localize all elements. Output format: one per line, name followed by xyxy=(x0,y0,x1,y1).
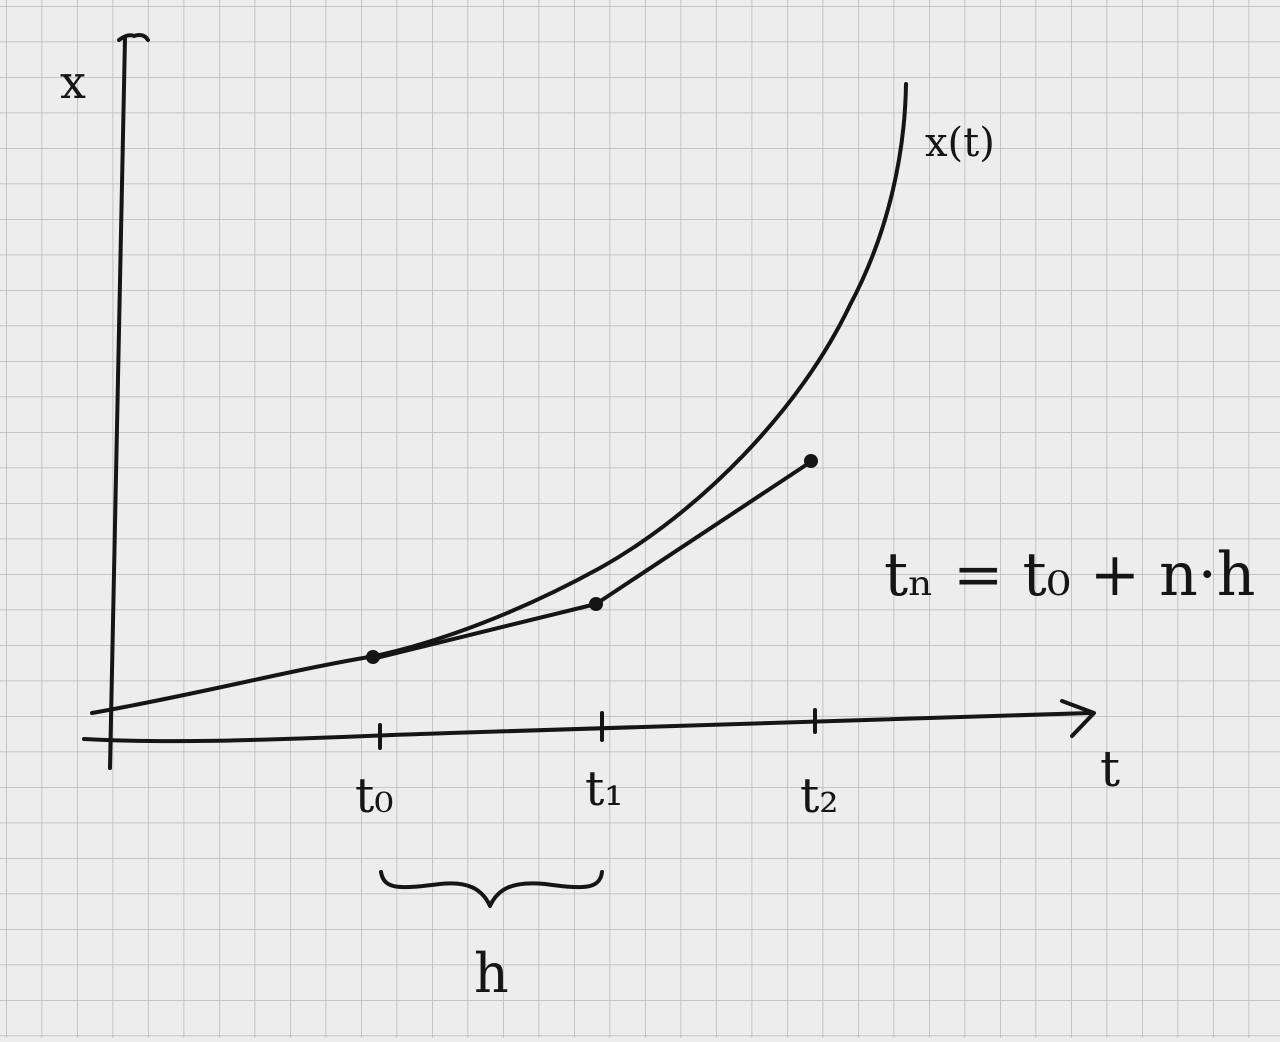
t0-label: t₀ xyxy=(355,768,394,824)
t-axis-arrowhead xyxy=(1060,699,1096,738)
euler-point-2 xyxy=(804,454,818,468)
x-axis-line xyxy=(108,33,150,770)
t1-label: t₁ xyxy=(585,761,624,817)
euler-point-1 xyxy=(589,597,603,611)
t2-label: t₂ xyxy=(800,768,839,824)
curve-label: x(t) xyxy=(925,120,995,166)
h-label: h xyxy=(474,942,509,1005)
x-axis-label: x xyxy=(60,55,86,109)
true-solution-curve xyxy=(90,82,908,715)
step-formula: tₙ = t₀ + n·h xyxy=(884,540,1255,610)
h-brace xyxy=(379,870,604,908)
t-axis-line xyxy=(82,711,1092,744)
euler-point-0 xyxy=(366,650,380,664)
t-axis-label: t xyxy=(1100,740,1120,798)
